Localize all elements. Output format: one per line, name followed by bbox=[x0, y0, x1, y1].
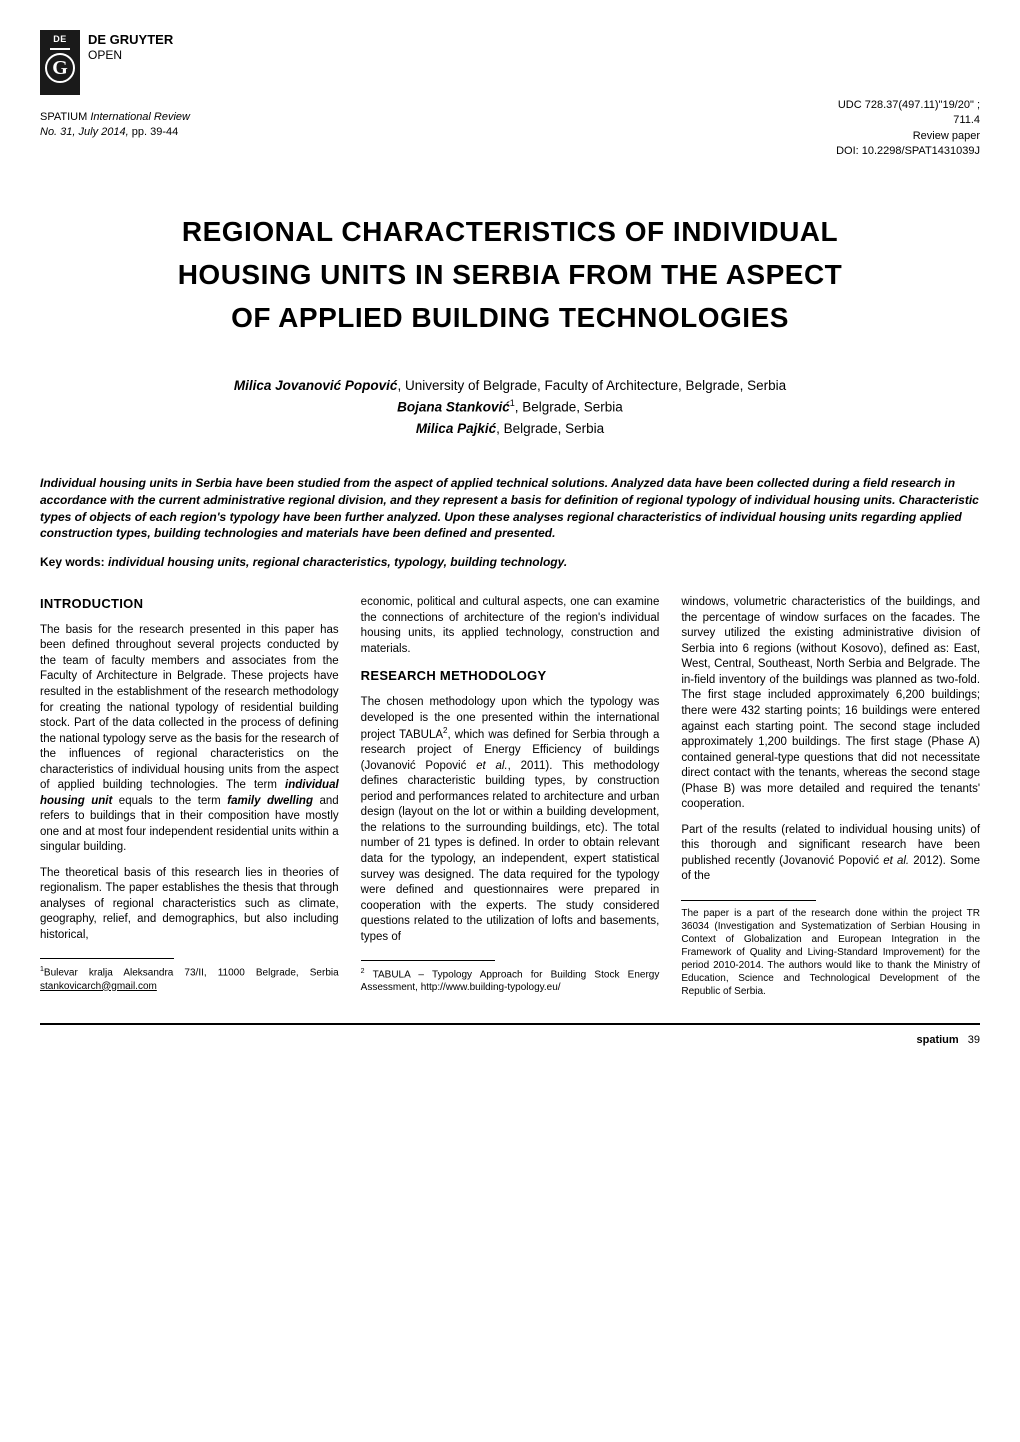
author-1: Milica Jovanović Popović, University of … bbox=[40, 375, 980, 397]
col2-p1: The chosen methodology upon which the ty… bbox=[361, 695, 660, 945]
footnote-2: 2 TABULA – Typology Approach for Buildin… bbox=[361, 967, 660, 994]
keywords-text: individual housing units, regional chara… bbox=[105, 555, 568, 569]
col3-p1: windows, volumetric characteristics of t… bbox=[681, 595, 980, 812]
fn2-text: TABULA – Typology Approach for Building … bbox=[361, 969, 660, 993]
keywords: Key words: individual housing units, reg… bbox=[40, 554, 980, 570]
footer-label: spatium bbox=[917, 1034, 959, 1046]
journal-line: SPATIUM International Review bbox=[40, 110, 190, 125]
author-3-name: Milica Pajkić bbox=[416, 421, 496, 436]
author-2-name: Bojana Stanković bbox=[397, 400, 510, 415]
publisher-name-line2: OPEN bbox=[88, 48, 173, 62]
footnote-rule-1 bbox=[40, 958, 174, 959]
paper-title: REGIONAL CHARACTERISTICS OF INDIVIDUAL H… bbox=[40, 210, 980, 340]
udc-line1: UDC 728.37(497.11)"19/20" ; bbox=[836, 98, 980, 113]
issue-number: No. 31, July 2014, bbox=[40, 126, 129, 138]
col1-p1: The basis for the research presented in … bbox=[40, 623, 339, 856]
journal-name: SPATIUM International Review bbox=[40, 111, 190, 123]
abstract: Individual housing units in Serbia have … bbox=[40, 475, 980, 542]
footnote-rule-2 bbox=[361, 960, 495, 961]
pages: pp. 39-44 bbox=[132, 126, 178, 138]
footnote-rule-3 bbox=[681, 900, 815, 901]
fn1-text: Bulevar kralja Aleksandra 73/II, 11000 B… bbox=[44, 968, 339, 979]
authors-block: Milica Jovanović Popović, University of … bbox=[40, 375, 980, 440]
col2-p0: economic, political and cultural aspects… bbox=[361, 595, 660, 657]
title-line1: REGIONAL CHARACTERISTICS OF INDIVIDUAL bbox=[40, 210, 980, 253]
logo-divider bbox=[50, 48, 70, 50]
author-2: Bojana Stanković1, Belgrade, Serbia bbox=[40, 396, 980, 418]
keywords-label: Key words: bbox=[40, 555, 105, 569]
col1-p2: The theoretical basis of this research l… bbox=[40, 866, 339, 944]
title-line2: HOUSING UNITS IN SERBIA FROM THE ASPECT bbox=[40, 253, 980, 296]
footer-page: 39 bbox=[968, 1034, 980, 1046]
publisher-name-line1: DE GRUYTER bbox=[88, 32, 173, 48]
footnote-1: 1Bulevar kralja Aleksandra 73/II, 11000 … bbox=[40, 965, 339, 992]
column-1: INTRODUCTION The basis for the research … bbox=[40, 595, 339, 997]
issue-line: No. 31, July 2014, pp. 39-44 bbox=[40, 125, 190, 140]
publisher-block: DE G DE GRUYTER OPEN bbox=[40, 30, 190, 95]
title-line3: OF APPLIED BUILDING TECHNOLOGIES bbox=[40, 296, 980, 339]
intro-heading: INTRODUCTION bbox=[40, 595, 339, 613]
publication-meta: SPATIUM International Review No. 31, Jul… bbox=[40, 110, 190, 141]
author-3: Milica Pajkić, Belgrade, Serbia bbox=[40, 418, 980, 440]
logo-g-text: G bbox=[45, 53, 75, 83]
udc-line2: 711.4 bbox=[836, 113, 980, 128]
author-3-affil: , Belgrade, Serbia bbox=[496, 421, 604, 436]
logo-de-text: DE bbox=[53, 33, 67, 45]
author-1-name: Milica Jovanović Popović bbox=[234, 378, 398, 393]
publisher-name: DE GRUYTER OPEN bbox=[88, 32, 173, 62]
author-2-affil: , Belgrade, Serbia bbox=[515, 400, 623, 415]
col1-p1b: equals to the term bbox=[112, 795, 227, 807]
fn1-email: stankovicarch@gmail.com bbox=[40, 981, 157, 992]
header-right: UDC 728.37(497.11)"19/20" ; 711.4 Review… bbox=[836, 98, 980, 160]
doi: DOI: 10.2298/SPAT1431039J bbox=[836, 144, 980, 159]
author-1-affil: , University of Belgrade, Faculty of Arc… bbox=[397, 378, 786, 393]
col2-p1c: , 2011). This methodology defines charac… bbox=[361, 760, 660, 943]
column-2: economic, political and cultural aspects… bbox=[361, 595, 660, 997]
page-rule bbox=[40, 1023, 980, 1025]
header-left: DE G DE GRUYTER OPEN SPATIUM Internation… bbox=[40, 30, 190, 141]
col1-p1a: The basis for the research presented in … bbox=[40, 624, 339, 791]
column-3: windows, volumetric characteristics of t… bbox=[681, 595, 980, 997]
paper-type: Review paper bbox=[836, 129, 980, 144]
col3-p2-em: et al. bbox=[883, 855, 909, 867]
publisher-logo: DE G bbox=[40, 30, 80, 95]
method-heading: RESEARCH METHODOLOGY bbox=[361, 667, 660, 685]
page-footer: spatium 39 bbox=[40, 1033, 980, 1048]
header: DE G DE GRUYTER OPEN SPATIUM Internation… bbox=[40, 30, 980, 160]
body-columns: INTRODUCTION The basis for the research … bbox=[40, 595, 980, 997]
col2-p1-em: et al. bbox=[476, 760, 508, 772]
col1-p1-em2: family dwelling bbox=[227, 795, 313, 807]
col3-p2: Part of the results (related to individu… bbox=[681, 823, 980, 885]
footnote-3: The paper is a part of the research done… bbox=[681, 907, 980, 998]
